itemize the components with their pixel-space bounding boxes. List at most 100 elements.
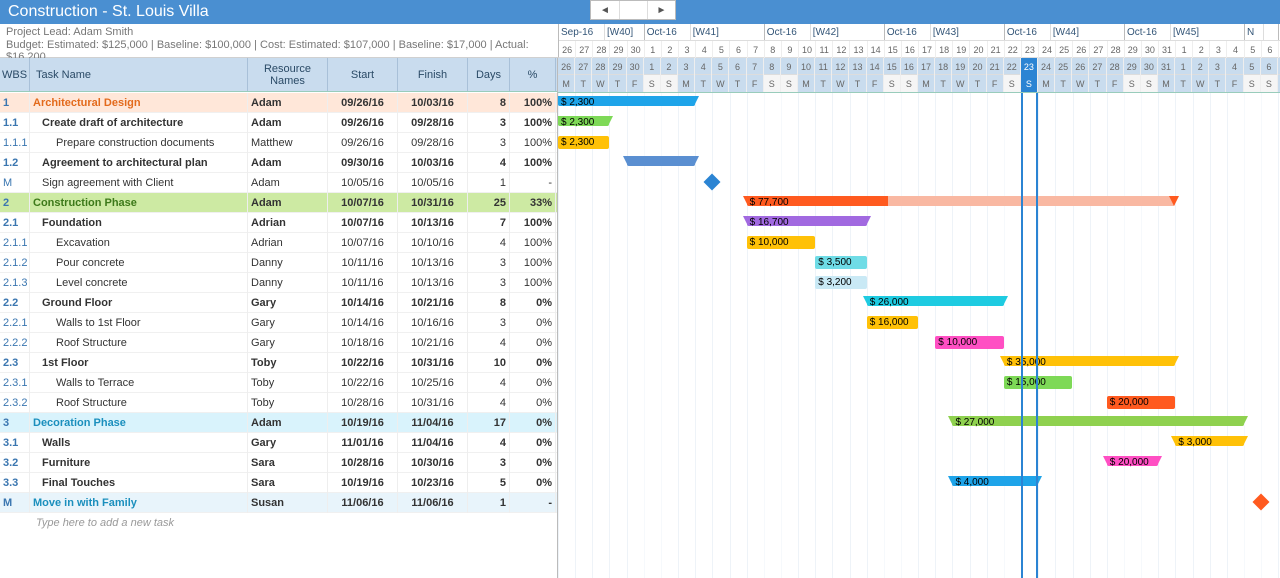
gantt-bar[interactable]: $ 3,500 xyxy=(815,256,866,269)
cell-resource[interactable]: Susan xyxy=(248,493,328,513)
task-row[interactable]: MSign agreement with ClientAdam10/05/161… xyxy=(0,173,557,193)
col-days[interactable]: Days xyxy=(468,58,510,91)
cell-resource[interactable]: Adam xyxy=(248,173,328,193)
cell-resource[interactable]: Adam xyxy=(248,153,328,173)
cell-resource[interactable]: Matthew xyxy=(248,133,328,153)
gantt-bar[interactable]: $ 2,300 xyxy=(558,116,609,126)
task-row[interactable]: 2Construction PhaseAdam10/07/1610/31/162… xyxy=(0,193,557,213)
task-row[interactable]: 2.2.2Roof StructureGary10/18/1610/21/164… xyxy=(0,333,557,353)
cell-name[interactable]: Agreement to architectural plan xyxy=(30,153,248,173)
cell-start[interactable]: 10/14/16 xyxy=(328,293,398,313)
task-row[interactable]: 2.2.1Walls to 1st FloorGary10/14/1610/16… xyxy=(0,313,557,333)
cell-resource[interactable]: Gary xyxy=(248,333,328,353)
nav-next-button[interactable]: ► xyxy=(647,1,675,19)
cell-resource[interactable]: Adam xyxy=(248,413,328,433)
cell-resource[interactable]: Sara xyxy=(248,453,328,473)
cell-resource[interactable]: Toby xyxy=(248,393,328,413)
gantt-bar[interactable]: $ 3,200 xyxy=(815,276,866,289)
cell-finish[interactable]: 11/06/16 xyxy=(398,493,468,513)
gantt-bar[interactable] xyxy=(627,156,696,166)
task-row[interactable]: 1.1Create draft of architectureAdam09/26… xyxy=(0,113,557,133)
cell-name[interactable]: Decoration Phase xyxy=(30,413,248,433)
cell-finish[interactable]: 10/30/16 xyxy=(398,453,468,473)
cell-finish[interactable]: 10/31/16 xyxy=(398,193,468,213)
task-grid[interactable]: 1Architectural DesignAdam09/26/1610/03/1… xyxy=(0,93,557,513)
cell-start[interactable]: 10/07/16 xyxy=(328,193,398,213)
add-task-input[interactable]: Type here to add a new task xyxy=(0,513,557,533)
nav-today-button[interactable] xyxy=(619,1,647,19)
cell-resource[interactable]: Toby xyxy=(248,353,328,373)
cell-finish[interactable]: 10/03/16 xyxy=(398,153,468,173)
cell-name[interactable]: Pour concrete xyxy=(30,253,248,273)
gantt-bar[interactable]: $ 16,000 xyxy=(867,316,918,329)
task-row[interactable]: 1Architectural DesignAdam09/26/1610/03/1… xyxy=(0,93,557,113)
cell-start[interactable]: 11/01/16 xyxy=(328,433,398,453)
cell-name[interactable]: Move in with Family xyxy=(30,493,248,513)
gantt-bar[interactable]: $ 20,000 xyxy=(1107,396,1176,409)
cell-resource[interactable]: Danny xyxy=(248,253,328,273)
task-row[interactable]: 2.1.2Pour concreteDanny10/11/1610/13/163… xyxy=(0,253,557,273)
cell-finish[interactable]: 10/21/16 xyxy=(398,333,468,353)
cell-finish[interactable]: 11/04/16 xyxy=(398,433,468,453)
cell-finish[interactable]: 10/03/16 xyxy=(398,93,468,113)
cell-name[interactable]: Sign agreement with Client xyxy=(30,173,248,193)
col-res[interactable]: Resource Names xyxy=(248,58,328,91)
cell-name[interactable]: Create draft of architecture xyxy=(30,113,248,133)
task-row[interactable]: MMove in with FamilySusan11/06/1611/06/1… xyxy=(0,493,557,513)
cell-name[interactable]: Excavation xyxy=(30,233,248,253)
cell-name[interactable]: Furniture xyxy=(30,453,248,473)
gantt-bar[interactable]: $ 26,000 xyxy=(867,296,1004,306)
cell-resource[interactable]: Gary xyxy=(248,433,328,453)
cell-start[interactable]: 10/22/16 xyxy=(328,373,398,393)
cell-start[interactable]: 10/07/16 xyxy=(328,233,398,253)
cell-finish[interactable]: 10/16/16 xyxy=(398,313,468,333)
cell-name[interactable]: Architectural Design xyxy=(30,93,248,113)
milestone-diamond[interactable] xyxy=(704,174,721,191)
cell-resource[interactable]: Gary xyxy=(248,293,328,313)
gantt-bar[interactable]: $ 35,000 xyxy=(1004,356,1176,366)
task-row[interactable]: 2.1FoundationAdrian10/07/1610/13/167100% xyxy=(0,213,557,233)
cell-start[interactable]: 10/11/16 xyxy=(328,273,398,293)
task-row[interactable]: 3Decoration PhaseAdam10/19/1611/04/16170… xyxy=(0,413,557,433)
cell-name[interactable]: Walls to 1st Floor xyxy=(30,313,248,333)
col-name[interactable]: Task Name xyxy=(30,58,248,91)
cell-name[interactable]: Walls xyxy=(30,433,248,453)
cell-finish[interactable]: 10/21/16 xyxy=(398,293,468,313)
gantt-bar[interactable]: $ 16,700 xyxy=(747,216,867,226)
cell-start[interactable]: 10/05/16 xyxy=(328,173,398,193)
cell-resource[interactable]: Danny xyxy=(248,273,328,293)
cell-start[interactable]: 09/30/16 xyxy=(328,153,398,173)
cell-start[interactable]: 09/26/16 xyxy=(328,133,398,153)
task-row[interactable]: 2.31st FloorToby10/22/1610/31/16100% xyxy=(0,353,557,373)
col-finish[interactable]: Finish xyxy=(398,58,468,91)
cell-finish[interactable]: 10/23/16 xyxy=(398,473,468,493)
cell-start[interactable]: 11/06/16 xyxy=(328,493,398,513)
cell-resource[interactable]: Adrian xyxy=(248,233,328,253)
col-start[interactable]: Start xyxy=(328,58,398,91)
cell-start[interactable]: 10/14/16 xyxy=(328,313,398,333)
cell-start[interactable]: 09/26/16 xyxy=(328,93,398,113)
gantt-bar[interactable]: $ 4,000 xyxy=(952,476,1038,486)
task-row[interactable]: 1.2Agreement to architectural planAdam09… xyxy=(0,153,557,173)
task-row[interactable]: 1.1.1Prepare construction documentsMatth… xyxy=(0,133,557,153)
cell-start[interactable]: 10/18/16 xyxy=(328,333,398,353)
task-row[interactable]: 2.2Ground FloorGary10/14/1610/21/1680% xyxy=(0,293,557,313)
cell-finish[interactable]: 10/13/16 xyxy=(398,253,468,273)
cell-name[interactable]: Construction Phase xyxy=(30,193,248,213)
cell-name[interactable]: Roof Structure xyxy=(30,333,248,353)
cell-resource[interactable]: Adam xyxy=(248,93,328,113)
cell-start[interactable]: 10/19/16 xyxy=(328,413,398,433)
cell-finish[interactable]: 10/10/16 xyxy=(398,233,468,253)
gantt-bar[interactable]: $ 2,300 xyxy=(558,136,609,149)
cell-finish[interactable]: 10/31/16 xyxy=(398,393,468,413)
cell-start[interactable]: 10/28/16 xyxy=(328,453,398,473)
cell-start[interactable]: 10/19/16 xyxy=(328,473,398,493)
cell-resource[interactable]: Adam xyxy=(248,193,328,213)
cell-name[interactable]: Roof Structure xyxy=(30,393,248,413)
cell-name[interactable]: Final Touches xyxy=(30,473,248,493)
cell-name[interactable]: Level concrete xyxy=(30,273,248,293)
col-wbs[interactable]: WBS xyxy=(0,58,30,91)
gantt-bar[interactable]: $ 2,300 xyxy=(558,96,695,106)
cell-finish[interactable]: 09/28/16 xyxy=(398,133,468,153)
cell-finish[interactable]: 10/05/16 xyxy=(398,173,468,193)
